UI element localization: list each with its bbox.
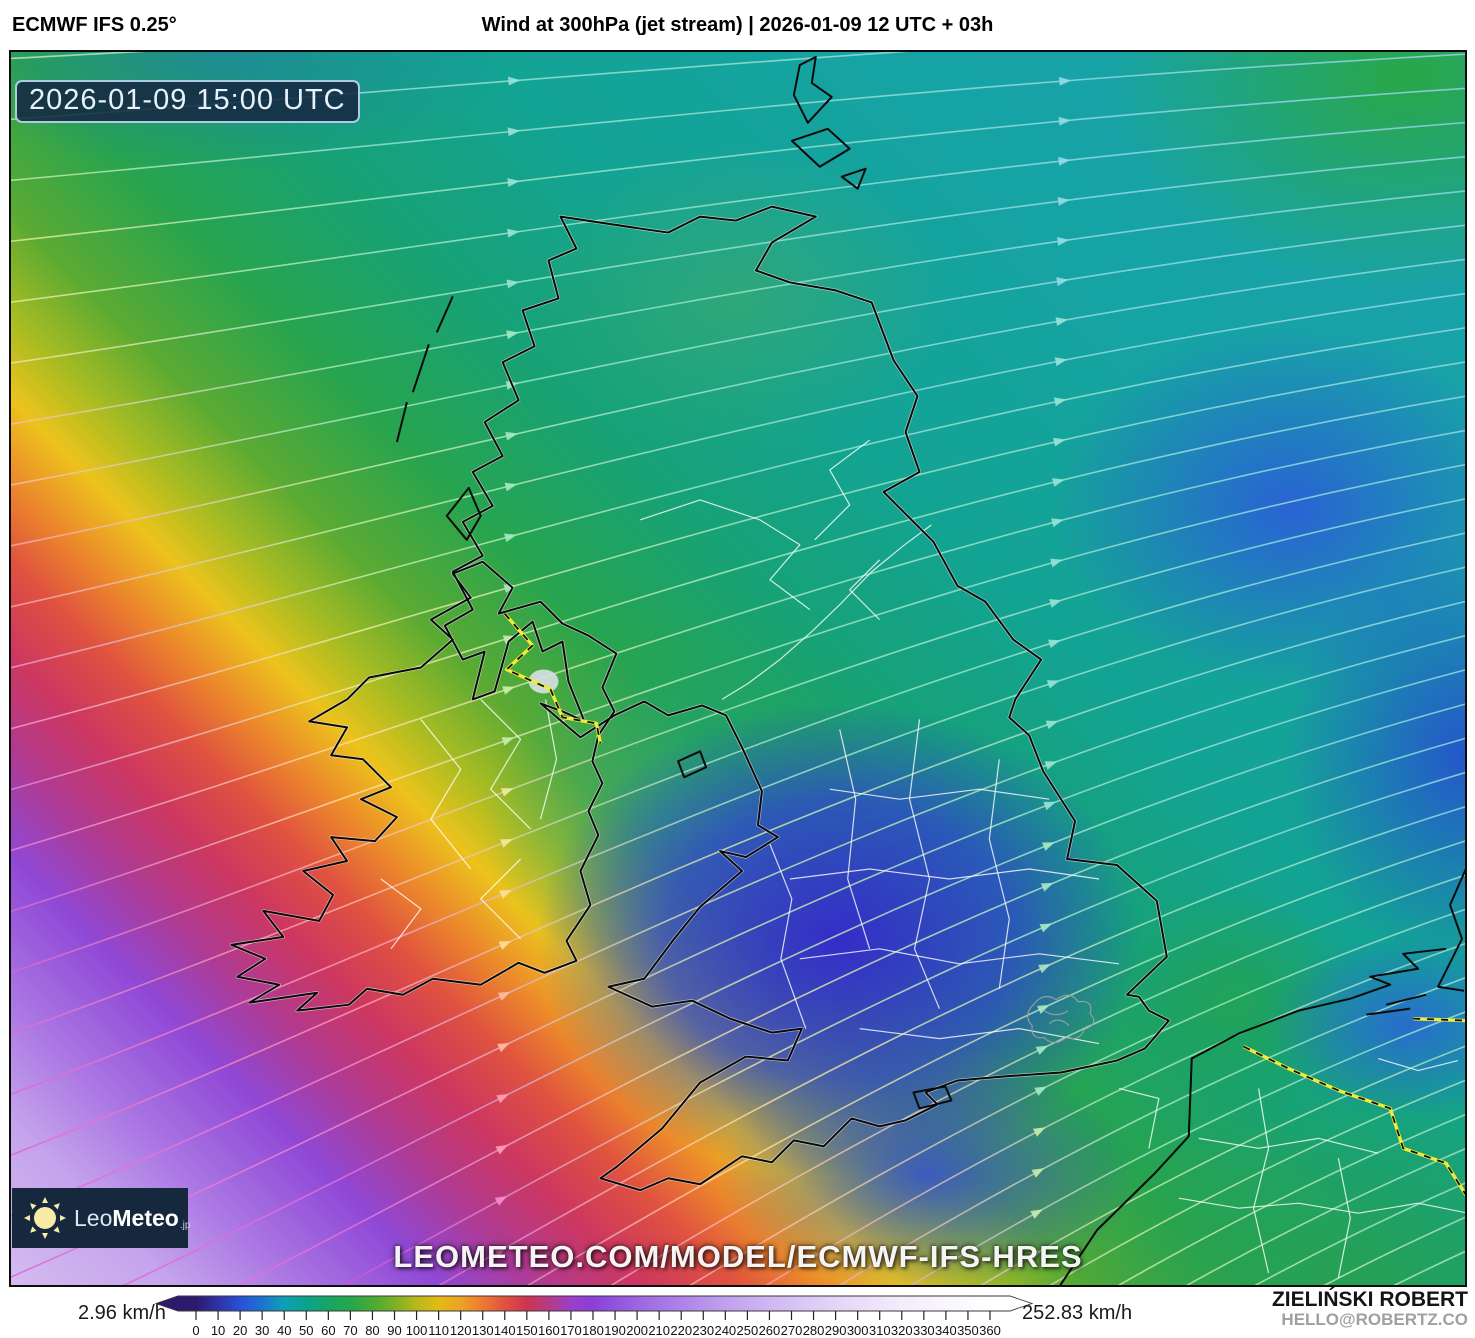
shetland-coast <box>792 55 833 124</box>
svg-text:250: 250 <box>737 1323 759 1338</box>
svg-text:160: 160 <box>538 1323 560 1338</box>
svg-text:180: 180 <box>582 1323 604 1338</box>
svg-text:330: 330 <box>913 1323 935 1338</box>
great-britain-coast <box>443 205 1170 1192</box>
isle-of-wight-coast <box>912 1085 953 1110</box>
admin-boundaries <box>380 439 1465 1279</box>
site-watermark: LEOMETEO.COM/MODEL/ECMWF-IFS-HRES <box>393 1239 1083 1274</box>
legend-bar: 2.96 km/h 0 10 20 30 40 50 60 70 80 90 100 110 120 13… <box>0 1287 1475 1338</box>
svg-text:280: 280 <box>803 1323 825 1338</box>
colorbar-max-label: 252.83 km/h <box>1022 1302 1133 1324</box>
svg-text:140: 140 <box>494 1323 516 1338</box>
wind-streamlines <box>11 52 1465 1285</box>
model-label: ECMWF IFS 0.25° <box>12 14 177 36</box>
netherlands-coast <box>1366 868 1465 1016</box>
highlighted-borders <box>503 612 1465 1197</box>
svg-text:230: 230 <box>692 1323 714 1338</box>
geography-layer <box>229 55 1465 1285</box>
title-bar: ECMWF IFS 0.25° Wind at 300hPa (jet stre… <box>0 0 1475 50</box>
logo-suffix: .jp <box>179 1219 191 1231</box>
belgium-border <box>1242 1016 1465 1197</box>
svg-text:220: 220 <box>670 1323 692 1338</box>
svg-text:50: 50 <box>299 1323 313 1338</box>
svg-text:200: 200 <box>626 1323 648 1338</box>
page-title: Wind at 300hPa (jet stream) | 2026-01-09… <box>481 14 994 36</box>
colorbar-min-label: 2.96 km/h <box>78 1302 166 1324</box>
svg-text:100: 100 <box>406 1323 428 1338</box>
logo-text: LeoMeteo <box>74 1204 179 1231</box>
svg-text:270: 270 <box>781 1323 803 1338</box>
svg-text:30: 30 <box>255 1323 269 1338</box>
orkney-coast <box>790 127 867 190</box>
svg-text:360: 360 <box>979 1323 1001 1338</box>
skye-coast <box>445 486 482 541</box>
svg-text:0: 0 <box>192 1323 199 1338</box>
svg-text:310: 310 <box>869 1323 891 1338</box>
coastline-halo <box>229 204 1171 1192</box>
lough-neagh <box>528 669 559 694</box>
svg-text:20: 20 <box>233 1323 247 1338</box>
svg-text:340: 340 <box>935 1323 957 1338</box>
svg-text:170: 170 <box>560 1323 582 1338</box>
london-boundary-cluster <box>1027 994 1095 1044</box>
svg-text:320: 320 <box>891 1323 913 1338</box>
leometeo-logo: LeoMeteo .jp <box>12 1188 191 1248</box>
colorbar-ticks: 0 10 20 30 40 50 60 70 80 90 100 110 120 130 140 150 160… <box>192 1311 1001 1338</box>
credit-name: ZIELIŃSKI ROBERT <box>1271 1288 1468 1311</box>
svg-text:70: 70 <box>343 1323 357 1338</box>
svg-text:350: 350 <box>957 1323 979 1338</box>
sun-icon <box>24 1197 66 1239</box>
svg-text:150: 150 <box>516 1323 538 1338</box>
svg-text:240: 240 <box>714 1323 736 1338</box>
credits: ZIELIŃSKI ROBERT HELLO@ROBERTZ.CO <box>1272 1288 1468 1330</box>
svg-text:210: 210 <box>648 1323 670 1338</box>
svg-text:110: 110 <box>428 1323 449 1338</box>
colorbar: 0 10 20 30 40 50 60 70 80 90 100 110 120 130 140 150 160… <box>148 1292 1038 1338</box>
svg-text:130: 130 <box>472 1323 494 1338</box>
hebrides-coast <box>395 296 454 443</box>
colorbar-gradient-bar <box>154 1295 1034 1312</box>
wind-map: 2026-01-09 15:00 UTC LeoMeteo .jp LEOMET… <box>9 50 1467 1287</box>
ireland-coast <box>230 560 618 1012</box>
valid-time-badge: 2026-01-09 15:00 UTC <box>15 80 360 123</box>
svg-text:190: 190 <box>604 1323 626 1338</box>
isle-of-man-coast <box>677 750 708 779</box>
northern-ireland-border-dash <box>503 613 602 744</box>
france-belgium-coast <box>1059 947 1447 1285</box>
svg-text:60: 60 <box>321 1323 335 1338</box>
credit-email: HELLO@ROBERTZ.CO <box>1281 1310 1468 1330</box>
coastlines <box>230 55 1465 1285</box>
svg-text:80: 80 <box>365 1323 379 1338</box>
svg-text:260: 260 <box>759 1323 781 1338</box>
svg-text:120: 120 <box>450 1323 472 1338</box>
svg-text:90: 90 <box>387 1323 401 1338</box>
svg-text:300: 300 <box>847 1323 869 1338</box>
belgium-border-dash <box>1243 1017 1465 1196</box>
svg-text:10: 10 <box>211 1323 225 1338</box>
svg-text:290: 290 <box>825 1323 847 1338</box>
svg-text:40: 40 <box>277 1323 291 1338</box>
